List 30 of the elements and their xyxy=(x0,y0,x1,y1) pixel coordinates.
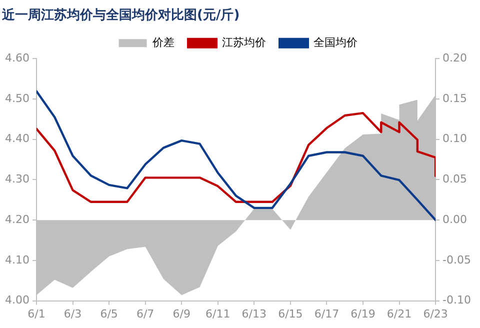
y-tick-label: 4.00 xyxy=(4,294,30,307)
x-tick-label: 6/17 xyxy=(314,307,340,320)
y-tick-label: 4.10 xyxy=(4,253,30,266)
x-tick-label: 6/5 xyxy=(100,307,118,320)
y2-tick-label: -0.10 xyxy=(442,294,472,307)
y2-tick-label: 0.10 xyxy=(442,132,468,146)
x-tick-label: 6/9 xyxy=(172,307,190,320)
x-tick-label: 6/3 xyxy=(64,307,82,320)
x-tick-label: 6/13 xyxy=(242,307,267,320)
legend-label: 全国均价 xyxy=(313,36,358,49)
x-tick-label: 6/23 xyxy=(423,307,448,320)
y-tick-label: 4.50 xyxy=(4,92,30,105)
y2-tick-label: 0.05 xyxy=(442,172,468,186)
x-tick-label: 6/1 xyxy=(28,307,46,320)
legend-label: 江苏均价 xyxy=(222,36,266,49)
x-tick-label: 6/21 xyxy=(386,307,412,320)
y-tick-label: 4.30 xyxy=(4,172,30,186)
y2-tick-label: 0.15 xyxy=(442,92,468,105)
y-tick-label: 4.60 xyxy=(4,51,30,64)
chart-title: 近一周江苏均价与全国均价对比图(元/斤) xyxy=(1,7,240,24)
y-tick-label: 4.40 xyxy=(4,132,30,146)
y2-tick-label: -0.05 xyxy=(442,253,472,266)
y2-tick-label: 0.20 xyxy=(442,51,468,64)
x-tick-label: 6/15 xyxy=(278,307,303,320)
legend-label: 价差 xyxy=(151,36,174,49)
x-tick-label: 6/11 xyxy=(206,307,230,320)
y2-tick-label: 0.00 xyxy=(442,212,468,226)
x-tick-label: 6/19 xyxy=(350,307,376,320)
x-tick-label: 6/7 xyxy=(136,307,154,320)
y-tick-label: 4.20 xyxy=(4,212,30,226)
